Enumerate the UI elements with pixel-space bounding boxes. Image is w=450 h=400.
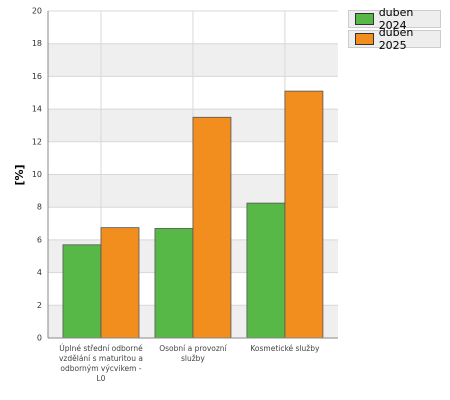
y-tick-label: 12	[32, 137, 42, 146]
y-axis-label: [%]	[13, 164, 26, 185]
legend-label: duben 2024	[378, 6, 414, 32]
x-tick-label: Úplné střední odborné vzdělání s maturit…	[58, 344, 143, 383]
bar	[192, 116, 232, 339]
y-tick-label: 4	[37, 268, 42, 277]
legend-swatch	[355, 13, 374, 25]
bar	[100, 227, 140, 339]
x-tick-label: Kosmetické služby	[250, 344, 320, 353]
y-tick-label: 0	[37, 334, 42, 343]
legend: duben 2024 duben 2025	[348, 6, 441, 52]
y-tick-label: 8	[37, 203, 42, 212]
y-tick-label: 20	[32, 7, 42, 16]
y-tick-label: 10	[32, 170, 42, 179]
legend-item: duben 2024	[348, 6, 441, 32]
y-tick-label: 14	[32, 105, 42, 114]
bar	[246, 202, 286, 339]
bar	[284, 90, 324, 339]
bar	[154, 228, 194, 339]
legend-swatch	[355, 33, 374, 45]
bar	[62, 244, 102, 339]
legend-label: duben 2025	[378, 26, 414, 52]
y-tick-label: 6	[37, 235, 42, 244]
x-tick-label: Osobní a provozní služby	[159, 344, 227, 363]
y-tick-label: 2	[37, 301, 42, 310]
y-tick-label: 16	[32, 72, 42, 81]
y-tick-label: 18	[32, 39, 42, 48]
legend-item: duben 2025	[348, 26, 441, 52]
